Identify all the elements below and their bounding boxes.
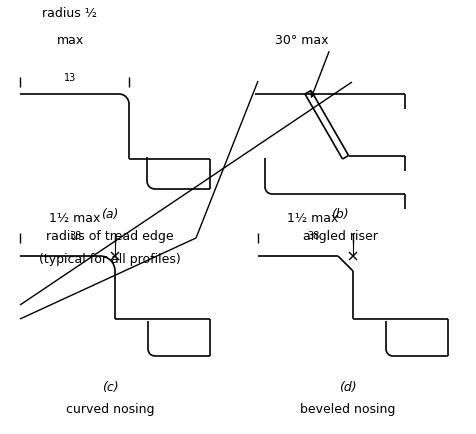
Text: radius ½: radius ½ [42, 7, 98, 20]
Text: 30° max: 30° max [275, 34, 328, 47]
Text: radius of tread edge: radius of tread edge [46, 230, 174, 243]
Text: (d): (d) [339, 380, 357, 393]
Text: 1½ max: 1½ max [288, 211, 339, 224]
Text: 1½ max: 1½ max [50, 211, 101, 224]
Text: 38: 38 [307, 230, 319, 240]
Text: curved nosing: curved nosing [66, 402, 154, 415]
Text: (b): (b) [331, 207, 349, 220]
Text: 38: 38 [69, 230, 81, 240]
Text: (a): (a) [101, 207, 119, 220]
Text: (typical for all profiles): (typical for all profiles) [39, 253, 181, 265]
Text: 13: 13 [64, 73, 76, 83]
Text: (c): (c) [102, 380, 119, 393]
Text: angled riser: angled riser [303, 230, 377, 243]
Text: beveled nosing: beveled nosing [300, 402, 396, 415]
Text: max: max [56, 34, 84, 47]
